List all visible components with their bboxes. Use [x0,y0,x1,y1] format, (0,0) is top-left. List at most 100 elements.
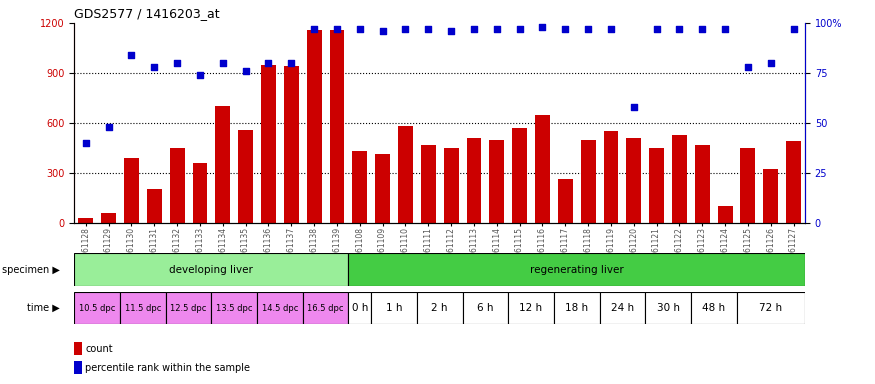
Bar [74,292,120,324]
Text: 12.5 dpc: 12.5 dpc [171,304,206,313]
Bar [581,139,596,223]
Text: specimen ▶: specimen ▶ [2,265,60,275]
Point [741,64,755,70]
Bar [599,292,645,324]
Text: count: count [86,344,113,354]
Point [581,26,595,32]
Bar [192,163,207,223]
Point [102,124,116,130]
Point [307,26,321,32]
Point [696,26,710,32]
Bar [416,292,463,324]
Bar [74,342,82,355]
Bar [353,151,367,223]
Point [467,26,481,32]
Bar [74,361,82,374]
Bar [649,148,664,223]
Point [558,26,572,32]
Bar [604,131,619,223]
Point [513,26,527,32]
Point [764,60,778,66]
Bar [512,128,527,223]
Bar [147,189,162,223]
Bar [303,292,348,324]
Bar [535,114,550,223]
Point [330,26,344,32]
Point [216,60,230,66]
Bar [79,218,94,223]
Point [147,64,161,70]
Bar [463,292,508,324]
Bar [626,138,641,223]
Point [672,26,686,32]
Bar [489,139,504,223]
Bar [212,292,257,324]
Bar [348,253,805,286]
Bar [375,154,390,223]
Point [421,26,435,32]
Bar [74,253,348,286]
Bar [695,144,710,223]
Bar [307,30,321,223]
Text: 14.5 dpc: 14.5 dpc [262,304,298,313]
Text: 24 h: 24 h [611,303,634,313]
Bar [786,141,801,223]
Bar [102,213,116,223]
Text: time ▶: time ▶ [27,303,60,313]
Bar [737,292,805,324]
Bar [165,292,212,324]
Bar [740,148,755,223]
Point [239,68,253,74]
Point [353,26,367,32]
Text: GDS2577 / 1416203_at: GDS2577 / 1416203_at [74,7,220,20]
Point [79,140,93,146]
Text: 0 h: 0 h [352,303,368,313]
Text: 30 h: 30 h [656,303,680,313]
Text: developing liver: developing liver [170,265,253,275]
Bar [421,144,436,223]
Bar [124,158,139,223]
Point [284,60,298,66]
Text: 2 h: 2 h [431,303,448,313]
Point [626,104,640,110]
Point [170,60,184,66]
Point [398,26,412,32]
Bar [170,148,185,223]
Bar [554,292,599,324]
Text: 12 h: 12 h [520,303,542,313]
Point [604,26,618,32]
Text: 6 h: 6 h [477,303,494,313]
Bar [257,292,303,324]
Bar [284,66,298,223]
Point [193,72,207,78]
Bar [398,126,413,223]
Text: 13.5 dpc: 13.5 dpc [216,304,253,313]
Point [787,26,801,32]
Bar [215,106,230,223]
Text: 1 h: 1 h [386,303,402,313]
Bar [558,179,572,223]
Point [649,26,663,32]
Bar [238,129,253,223]
Text: 48 h: 48 h [702,303,725,313]
Bar [330,30,345,223]
Bar [672,134,687,223]
Point [262,60,276,66]
Point [490,26,504,32]
Bar [466,138,481,223]
Bar [763,169,778,223]
Point [375,28,389,34]
Point [124,52,138,58]
Point [536,24,550,30]
Text: regenerating liver: regenerating liver [529,265,624,275]
Text: 16.5 dpc: 16.5 dpc [307,304,344,313]
Bar [691,292,737,324]
Text: 10.5 dpc: 10.5 dpc [79,304,116,313]
Bar [645,292,691,324]
Bar [348,292,371,324]
Point [444,28,458,34]
Bar [261,65,276,223]
Bar [508,292,554,324]
Text: 11.5 dpc: 11.5 dpc [124,304,161,313]
Bar [120,292,165,324]
